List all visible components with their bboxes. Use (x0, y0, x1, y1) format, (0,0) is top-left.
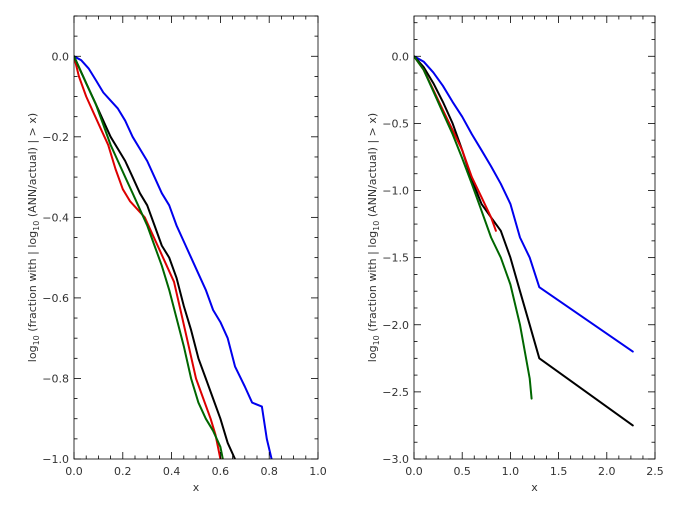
x-tick-label: 0.8 (260, 465, 278, 478)
y-tick-label: −0.6 (42, 292, 69, 305)
series-line-2 (74, 55, 236, 459)
series-line-4 (74, 55, 224, 459)
x-tick-label: 0.0 (65, 465, 83, 478)
y-tick-label: −0.4 (42, 211, 69, 224)
y-tick-label: 0.0 (52, 50, 70, 63)
x-axis-title: x (193, 481, 200, 494)
plot-frame (413, 15, 656, 460)
x-tick-label: 0.2 (114, 465, 132, 478)
y-tick-label: −0.5 (382, 117, 409, 130)
chart-panel-1: 0.0 0.2 0.4 0.6 0.8 1.0 −1.0 −0.8 −0.6 −0.4 −0.2 0.… (26, 15, 327, 494)
series-group (74, 55, 273, 459)
series-line-4 (414, 55, 533, 400)
series-line-1 (74, 55, 273, 459)
y-axis-title: log10 (fraction with | log10 (ANN/actual… (26, 113, 41, 362)
y-tick-label: −1.0 (382, 185, 409, 198)
x-tick-label: 0.0 (405, 465, 423, 478)
y-tick-label: −3.0 (382, 453, 409, 466)
series-line-1 (414, 55, 634, 353)
y-tick-label: −2.0 (382, 319, 409, 332)
y-tick-label: −2.5 (382, 386, 409, 399)
x-tick-label: 0.6 (212, 465, 230, 478)
y-tick-label: −1.5 (382, 252, 409, 265)
y-tick-label: 0.0 (392, 50, 410, 63)
x-tick-label: 1.5 (550, 465, 568, 478)
chart-panel-2: 0.0 0.5 1.0 1.5 2.0 2.5 −3.0 −2.5 −2.0 −1.5 −1.0 −0… (366, 15, 664, 494)
x-tick-label: 2.5 (646, 465, 664, 478)
series-group (414, 55, 634, 427)
x-tick-label: 1.0 (502, 465, 520, 478)
series-line-3 (74, 55, 222, 459)
y-tick-label: −0.2 (42, 131, 69, 144)
x-tick-label: 2.0 (598, 465, 616, 478)
x-axis-title: x (531, 481, 538, 494)
x-tick-label: 0.4 (163, 465, 181, 478)
x-tick-label: 1.0 (309, 465, 327, 478)
x-tick-label: 0.5 (453, 465, 471, 478)
y-axis-title: log10 (fraction with | log10 (ANN/actual… (366, 113, 381, 362)
y-tick-label: −0.8 (42, 372, 69, 385)
series-line-3 (414, 55, 497, 232)
series-line-2 (414, 55, 634, 427)
y-tick-label: −1.0 (42, 453, 69, 466)
